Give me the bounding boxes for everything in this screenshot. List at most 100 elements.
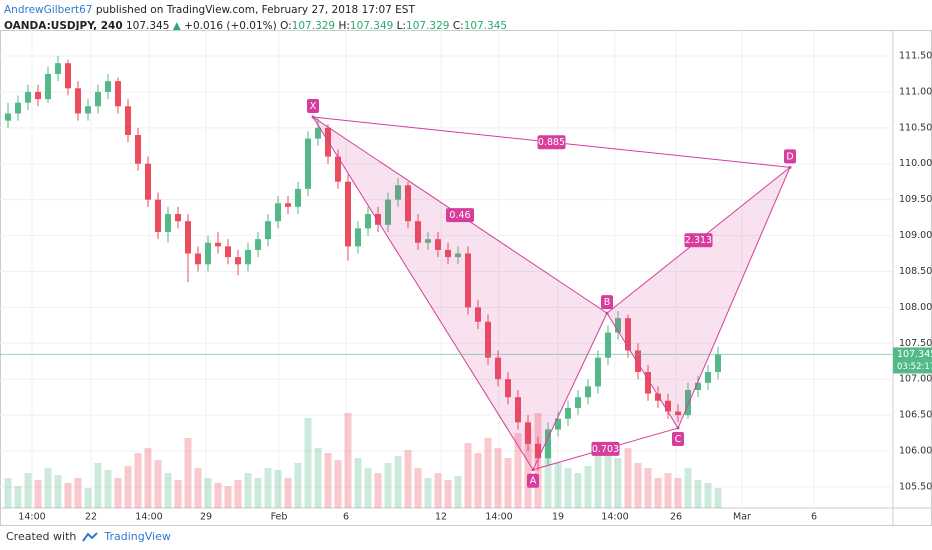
h-label: H:	[338, 20, 350, 32]
candle-body	[325, 127, 331, 157]
volume-bar	[664, 473, 672, 508]
candle-body	[555, 418, 561, 430]
volume-bar	[144, 448, 152, 508]
brand[interactable]: TradingView	[104, 530, 171, 543]
price: 107.345	[125, 20, 170, 32]
candle-body	[215, 242, 221, 247]
x-tick-label: 14:00	[601, 512, 628, 523]
y-tick-label: 107.500	[899, 338, 932, 349]
candle-body	[345, 181, 351, 247]
volume-bar	[574, 473, 582, 508]
y-tick-label: 110.000	[899, 158, 932, 169]
pattern-line	[677, 167, 791, 429]
candle-body	[365, 214, 371, 229]
symbol: OANDA:USDJPY, 240	[4, 20, 123, 32]
candle-body	[175, 214, 181, 222]
volume-bar	[434, 473, 442, 508]
pattern-point	[531, 468, 535, 472]
candle-body	[45, 73, 51, 100]
candle-body	[465, 253, 471, 308]
o-label: O:	[280, 20, 292, 32]
candle-body	[315, 127, 321, 139]
volume-bar	[494, 448, 502, 508]
volume-bar	[284, 478, 292, 508]
ratio-box	[591, 441, 620, 456]
l-label: L:	[396, 20, 407, 32]
candle-body	[625, 318, 631, 351]
y-tick-label: 106.500	[899, 410, 932, 421]
candle-body	[95, 91, 101, 107]
candle-body	[65, 63, 71, 89]
ratio-box	[446, 208, 474, 223]
candle-body	[145, 163, 151, 200]
volume-bar	[254, 478, 262, 508]
volume-bar	[44, 468, 52, 508]
c: 107.345	[463, 20, 508, 32]
x-tick-label: 6	[811, 512, 817, 523]
y-tick-label: 106.000	[899, 446, 932, 457]
candle-body	[395, 185, 401, 200]
volume-bar	[504, 458, 512, 508]
candle-body	[5, 113, 11, 121]
volume-bar	[324, 453, 332, 508]
volume-bar	[74, 478, 82, 508]
pattern-line	[312, 116, 534, 470]
volume-bar	[634, 463, 642, 508]
last-price-label: 107.345	[897, 349, 932, 360]
candle-body	[435, 239, 441, 250]
volume-bar	[14, 486, 22, 508]
point-label: D	[786, 151, 793, 162]
x-tick-label: 22	[85, 512, 97, 523]
point-box	[307, 99, 319, 114]
published: published on TradingView.com, February 2…	[95, 4, 415, 16]
candle-body	[305, 138, 311, 189]
volume-bar	[394, 456, 402, 508]
volume-bar	[454, 476, 462, 508]
candle-body	[415, 221, 421, 243]
pattern-fill	[313, 117, 607, 470]
footer: Created with TradingView	[6, 530, 171, 543]
volume-bar	[164, 473, 172, 508]
author[interactable]: AndrewGilbert67	[4, 4, 93, 16]
candle-body	[545, 429, 551, 459]
candle-body	[155, 199, 161, 232]
volume-bar	[224, 486, 232, 508]
volume-bar	[114, 478, 122, 508]
candle-body	[455, 253, 461, 258]
volume-bar	[154, 460, 162, 508]
ratio-label: 2.313	[685, 235, 712, 246]
candle-body	[635, 350, 641, 373]
volume-bar	[374, 473, 382, 508]
chart: 105.500 106.000 106.500 107.000 107.500 108.0…	[0, 30, 932, 526]
candle-body	[495, 357, 501, 380]
candle-body	[55, 63, 61, 74]
candle-body	[255, 239, 261, 250]
candle-body	[335, 156, 341, 182]
point-box	[527, 473, 539, 488]
volume-bar	[234, 480, 242, 508]
point-box	[784, 149, 796, 164]
candle-body	[515, 397, 521, 423]
volume-bar	[694, 480, 702, 508]
candle-body	[615, 318, 621, 333]
l: 107.329	[406, 20, 450, 32]
candle-body	[235, 257, 241, 265]
volume-bar	[314, 448, 322, 508]
volume-bar	[84, 488, 92, 508]
volume-bar	[524, 428, 532, 508]
volume-bar	[614, 458, 622, 508]
created-with: Created with	[6, 530, 77, 543]
pattern-point	[676, 426, 680, 430]
candle-body	[665, 400, 671, 412]
pattern-fill	[607, 167, 790, 429]
candle-body	[595, 357, 601, 387]
volume-bar	[194, 468, 202, 508]
volume-bar	[644, 468, 652, 508]
ratio-label: 0.703	[592, 444, 619, 455]
candle-body	[535, 443, 541, 459]
volume-bar	[554, 463, 562, 508]
h: 107.349	[349, 20, 394, 32]
volume-bar	[474, 453, 482, 508]
y-tick-label: 109.500	[899, 194, 932, 205]
